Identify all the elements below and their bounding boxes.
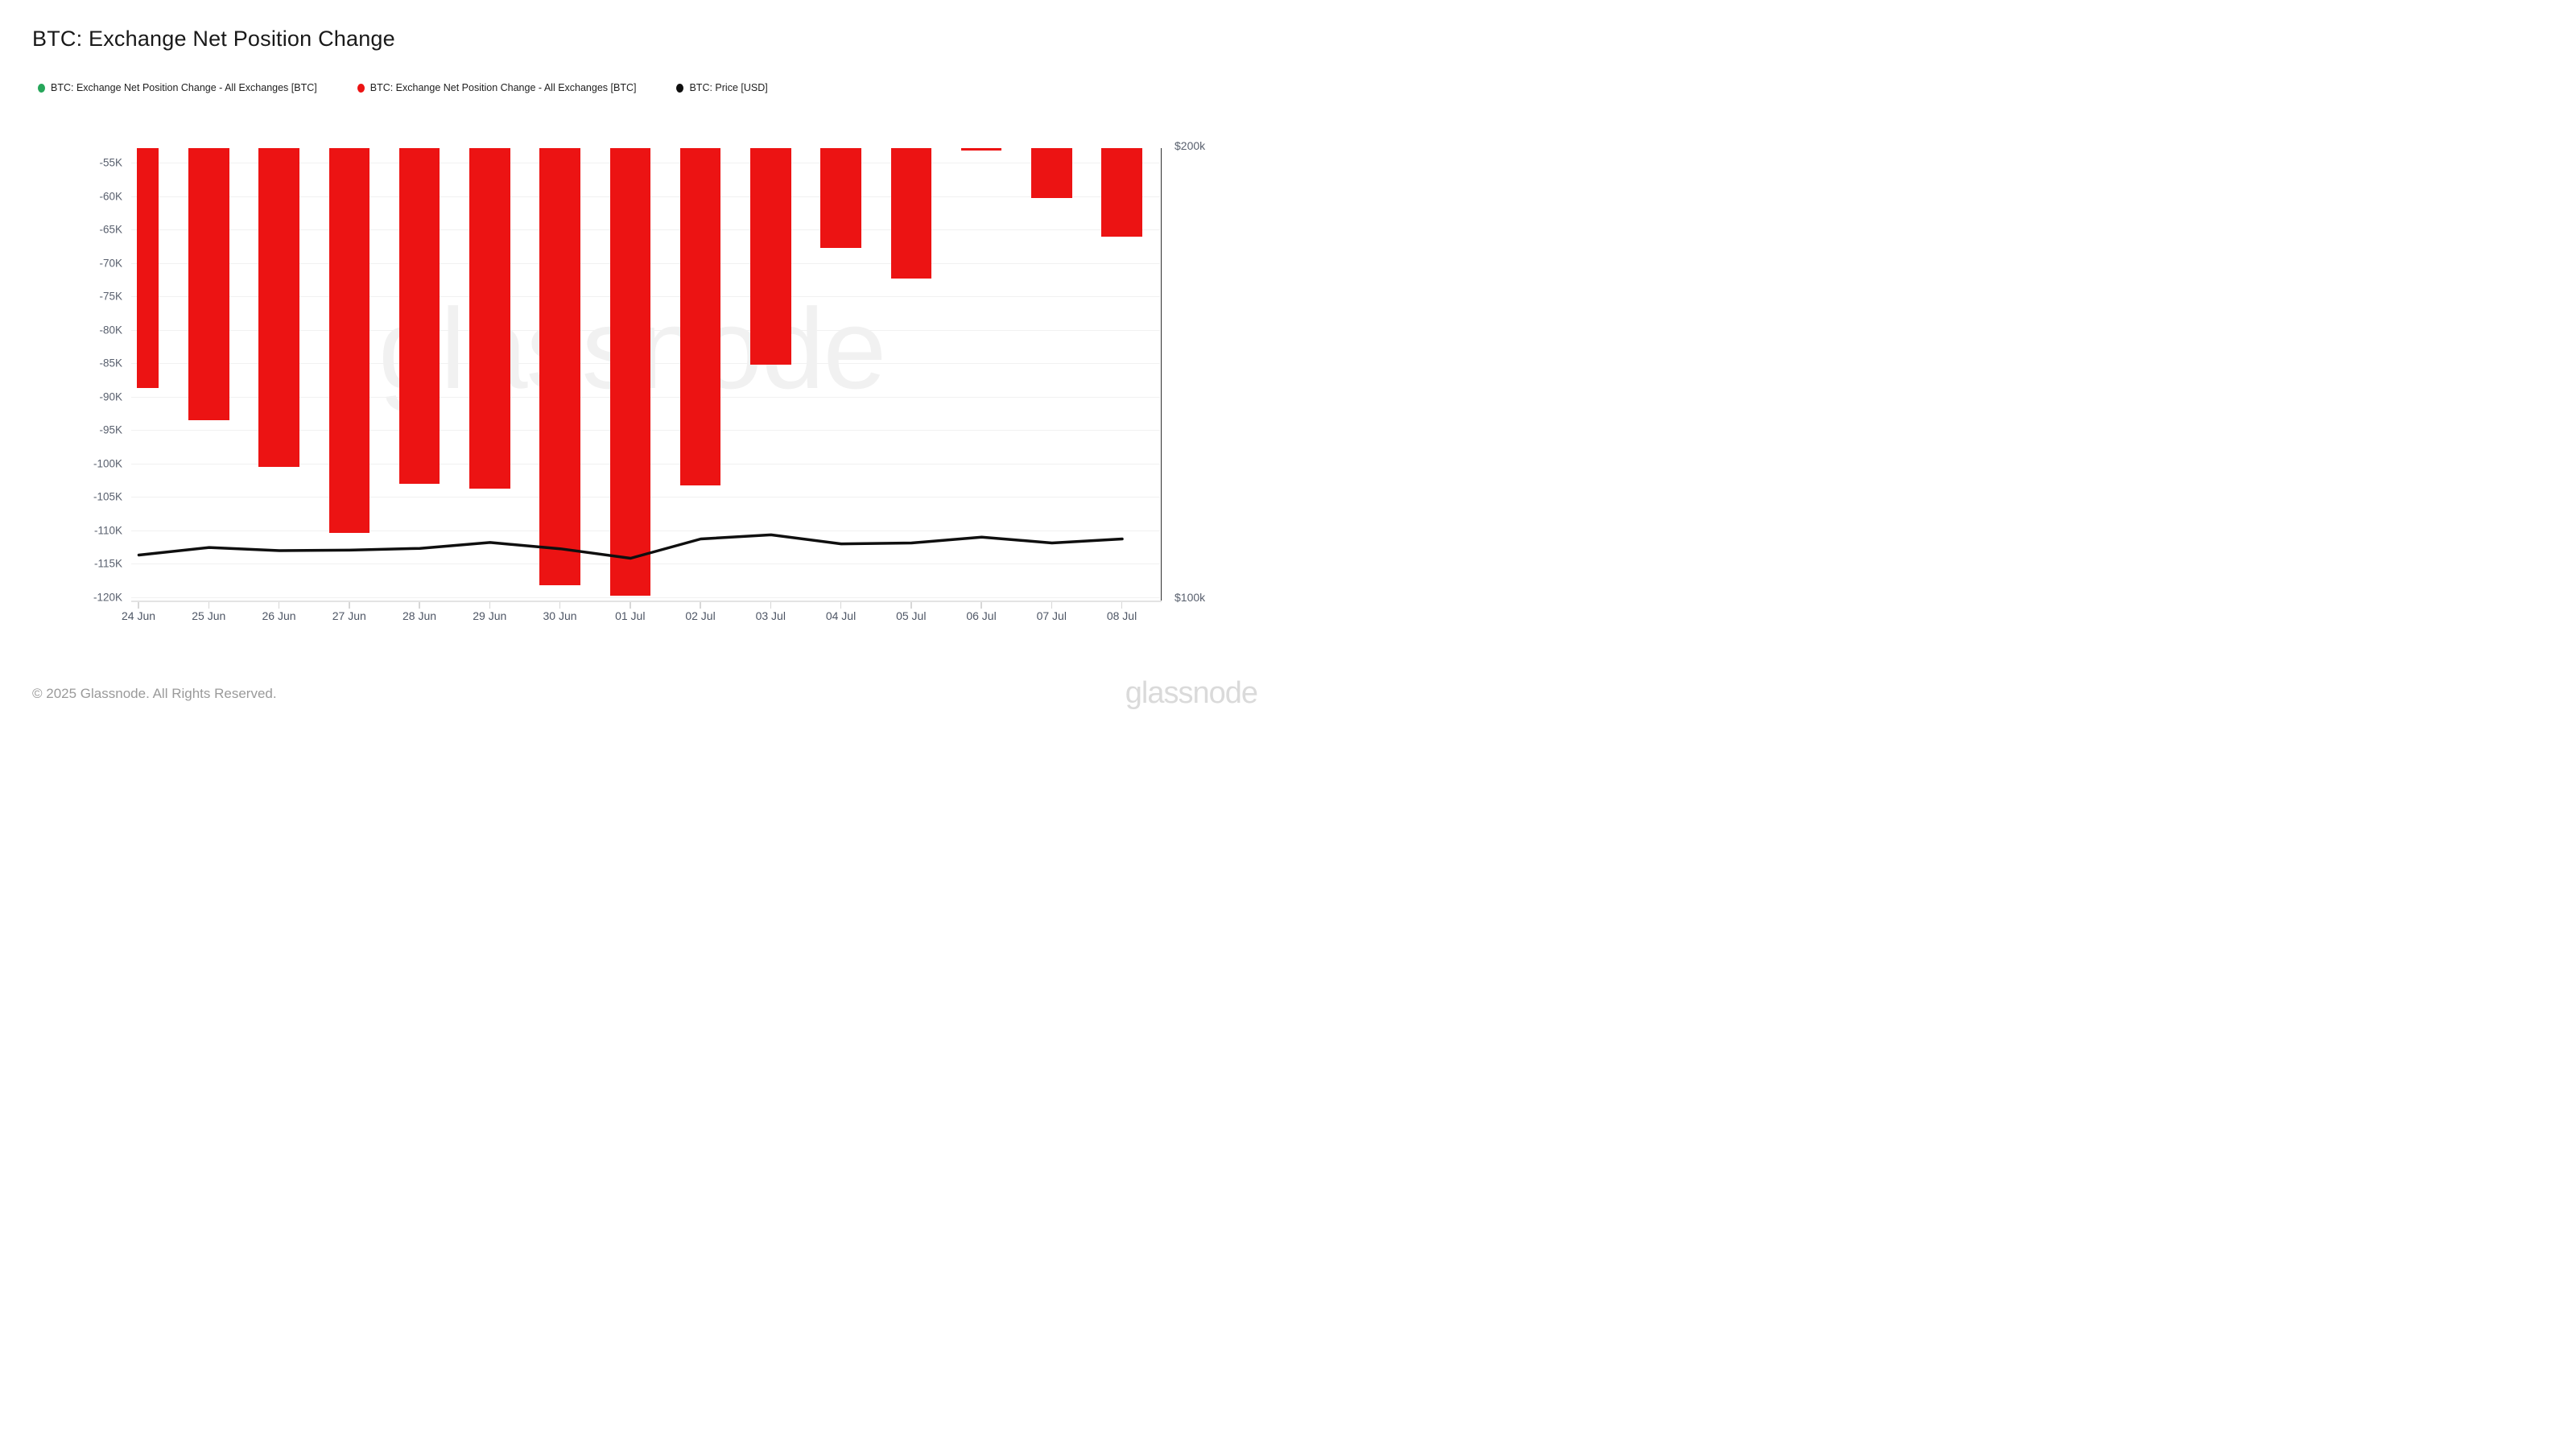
y-axis-label: -80K [99, 324, 122, 336]
y-axis-label: -55K [99, 156, 122, 169]
price-line-layer[interactable] [137, 148, 1161, 601]
red-dot-icon [357, 83, 365, 93]
x-axis-tick [630, 601, 631, 609]
bars-layer[interactable] [136, 147, 1161, 601]
x-axis-label: 05 Jul [896, 609, 927, 622]
y-axis-label: -65K [99, 223, 122, 236]
x-axis-line [131, 601, 1162, 602]
legend-item-net-position-red[interactable]: BTC: Exchange Net Position Change - All … [357, 82, 637, 93]
bar-01-jul[interactable] [609, 147, 650, 596]
bar-06-jul[interactable] [960, 147, 1002, 151]
x-axis-label: 07 Jul [1036, 609, 1067, 622]
x-axis-label: 04 Jul [825, 609, 857, 622]
y-axis-label: -60K [99, 190, 122, 202]
gridline [131, 597, 1160, 598]
page-title: BTC: Exchange Net Position Change [32, 27, 395, 51]
bar-26-jun[interactable] [258, 147, 299, 467]
legend-item-label: BTC: Price [USD] [689, 82, 768, 93]
bar-07-jul[interactable] [1031, 147, 1072, 198]
x-axis-label: 08 Jul [1106, 609, 1137, 622]
y-axis-label: -115K [93, 557, 122, 570]
bar-28-jun[interactable] [398, 147, 440, 485]
black-dot-icon [676, 83, 684, 93]
x-axis-label: 25 Jun [192, 609, 226, 622]
x-axis-tick [770, 601, 771, 609]
bar-29-jun[interactable] [469, 147, 510, 489]
bar-05-jul[interactable] [890, 147, 931, 279]
x-axis-tick [419, 601, 420, 609]
x-axis-label: 03 Jul [755, 609, 786, 622]
y-axis-label: -110K [93, 524, 122, 536]
bar-04-jul[interactable] [820, 147, 861, 249]
x-axis-label: 28 Jun [402, 609, 437, 622]
x-axis-tick [138, 601, 139, 609]
x-axis-tick [208, 601, 209, 609]
y-axis-label: -105K [93, 490, 122, 503]
x-axis-label: 06 Jul [966, 609, 997, 622]
copyright-text: © 2025 Glassnode. All Rights Reserved. [32, 686, 277, 701]
x-axis-tick [910, 601, 912, 609]
x-axis-tick [349, 601, 350, 609]
legend: BTC: Exchange Net Position Change - All … [38, 82, 768, 93]
bar-08-jul[interactable] [1101, 147, 1142, 237]
y-axis-label: -90K [99, 390, 122, 402]
price-line[interactable] [137, 533, 1124, 559]
y-axis-label: -75K [99, 290, 122, 303]
x-axis-tick [700, 601, 701, 609]
x-axis-tick [1121, 601, 1123, 609]
bar-30-jun[interactable] [539, 147, 580, 586]
y-axis-label: -95K [99, 423, 122, 436]
y-axis-label: -120K [93, 591, 122, 603]
glassnode-chart-page: BTC: Exchange Net Position Change BTC: E… [0, 0, 1288, 724]
y-axis-label: -70K [99, 257, 122, 269]
right-axis-label-100k: $100k [1174, 590, 1206, 604]
right-axis-label-200k: $200k [1174, 139, 1206, 152]
bar-03-jul[interactable] [750, 147, 791, 365]
legend-item-price[interactable]: BTC: Price [USD] [676, 82, 768, 93]
bar-02-jul[interactable] [679, 147, 721, 485]
x-axis-tick [489, 601, 490, 609]
bar-27-jun[interactable] [328, 147, 369, 533]
x-axis-label: 30 Jun [543, 609, 577, 622]
x-axis-label: 27 Jun [332, 609, 366, 622]
x-axis-label: 24 Jun [121, 609, 156, 622]
bar-24-jun[interactable] [136, 147, 159, 388]
legend-item-label: BTC: Exchange Net Position Change - All … [51, 82, 317, 93]
x-axis-label: 29 Jun [473, 609, 507, 622]
x-axis-tick [278, 601, 280, 609]
x-axis-label: 02 Jul [685, 609, 716, 622]
right-axis-line [1160, 147, 1162, 601]
x-axis-tick [840, 601, 842, 609]
legend-item-net-position-green[interactable]: BTC: Exchange Net Position Change - All … [38, 82, 317, 93]
green-dot-icon [38, 83, 45, 93]
x-axis-tick [980, 601, 982, 609]
x-axis-label: 01 Jul [615, 609, 646, 622]
y-axis-label: -100K [93, 457, 122, 469]
x-axis-tick [1051, 601, 1052, 609]
bar-25-jun[interactable] [188, 147, 229, 421]
x-axis-tick [559, 601, 561, 609]
x-axis-label: 26 Jun [262, 609, 296, 622]
y-axis-label: -85K [99, 357, 122, 369]
glassnode-logo: glassnode [1125, 676, 1258, 710]
legend-item-label: BTC: Exchange Net Position Change - All … [369, 82, 637, 93]
